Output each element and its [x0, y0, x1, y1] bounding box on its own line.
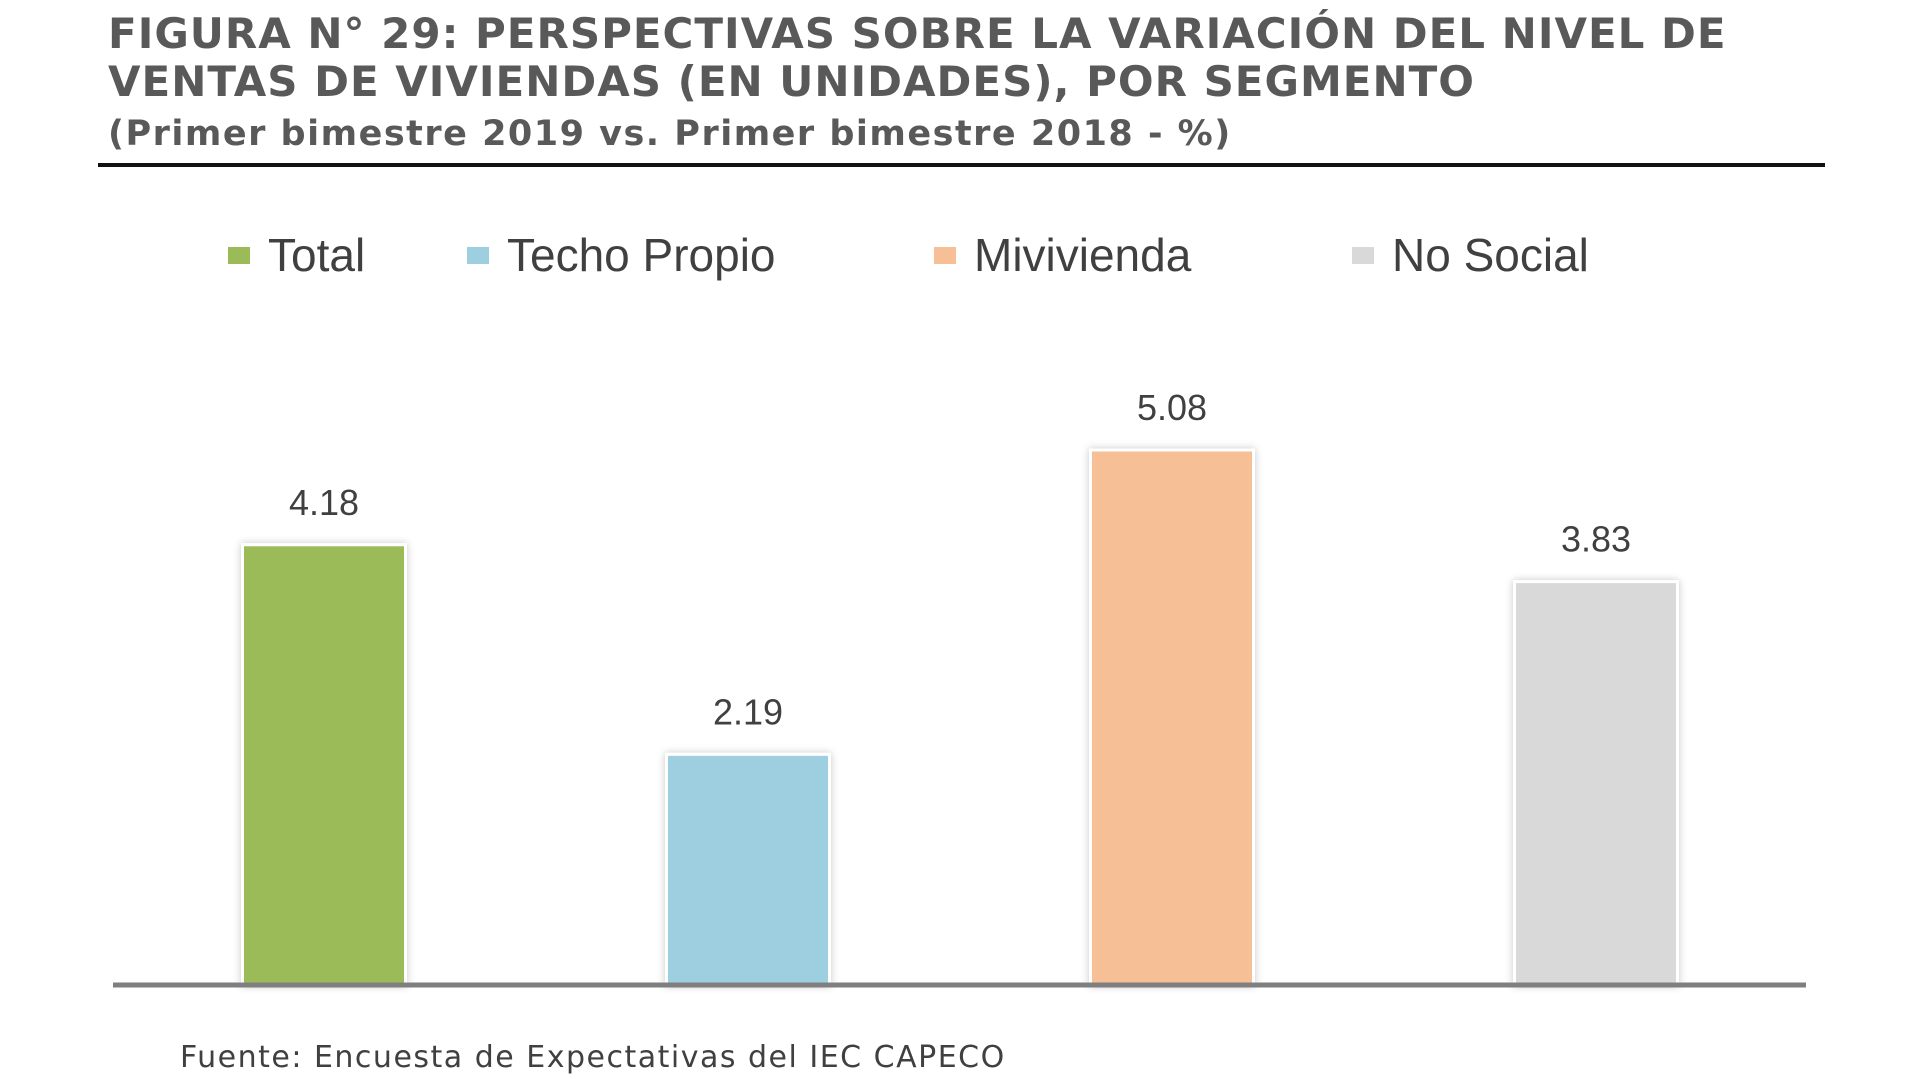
legend-swatch-no-social: [1352, 246, 1374, 264]
legend-item-techo-propio: Techo Propio: [467, 225, 776, 285]
data-label-no-social: 3.83: [1561, 519, 1631, 560]
chart-subtitle: (Primer bimestre 2019 vs. Primer bimestr…: [108, 114, 1232, 154]
chart-legend: Total Techo Propio Mivivienda No Social: [0, 225, 1919, 285]
data-label-total: 4.18: [289, 482, 359, 523]
bar-no-social: [1513, 580, 1679, 987]
bar-techo-propio: [665, 752, 831, 987]
legend-item-total: Total: [228, 225, 365, 285]
chart-title: FIGURA N° 29: PERSPECTIVAS SOBRE LA VARI…: [108, 9, 1727, 106]
legend-swatch-mivivienda: [934, 246, 956, 264]
legend-swatch-total: [228, 246, 250, 264]
legend-item-no-social: No Social: [1352, 225, 1589, 285]
bar-total: [241, 543, 407, 987]
legend-label-total: Total: [268, 229, 366, 281]
legend-label-techo-propio: Techo Propio: [507, 229, 776, 281]
data-label-mivivienda: 5.08: [1137, 387, 1207, 428]
data-label-techo-propio: 2.19: [713, 691, 783, 732]
source-note: Fuente: Encuesta de Expectativas del IEC…: [180, 1040, 1006, 1075]
legend-label-no-social: No Social: [1392, 229, 1589, 281]
legend-label-mivivienda: Mivivienda: [974, 229, 1192, 281]
title-divider: [98, 163, 1825, 167]
legend-item-mivivienda: Mivivienda: [934, 225, 1191, 285]
legend-swatch-techo-propio: [467, 246, 489, 264]
chart-heading: FIGURA N° 29: PERSPECTIVAS SOBRE LA VARI…: [108, 10, 1828, 156]
bar-mivivienda: [1089, 448, 1255, 987]
